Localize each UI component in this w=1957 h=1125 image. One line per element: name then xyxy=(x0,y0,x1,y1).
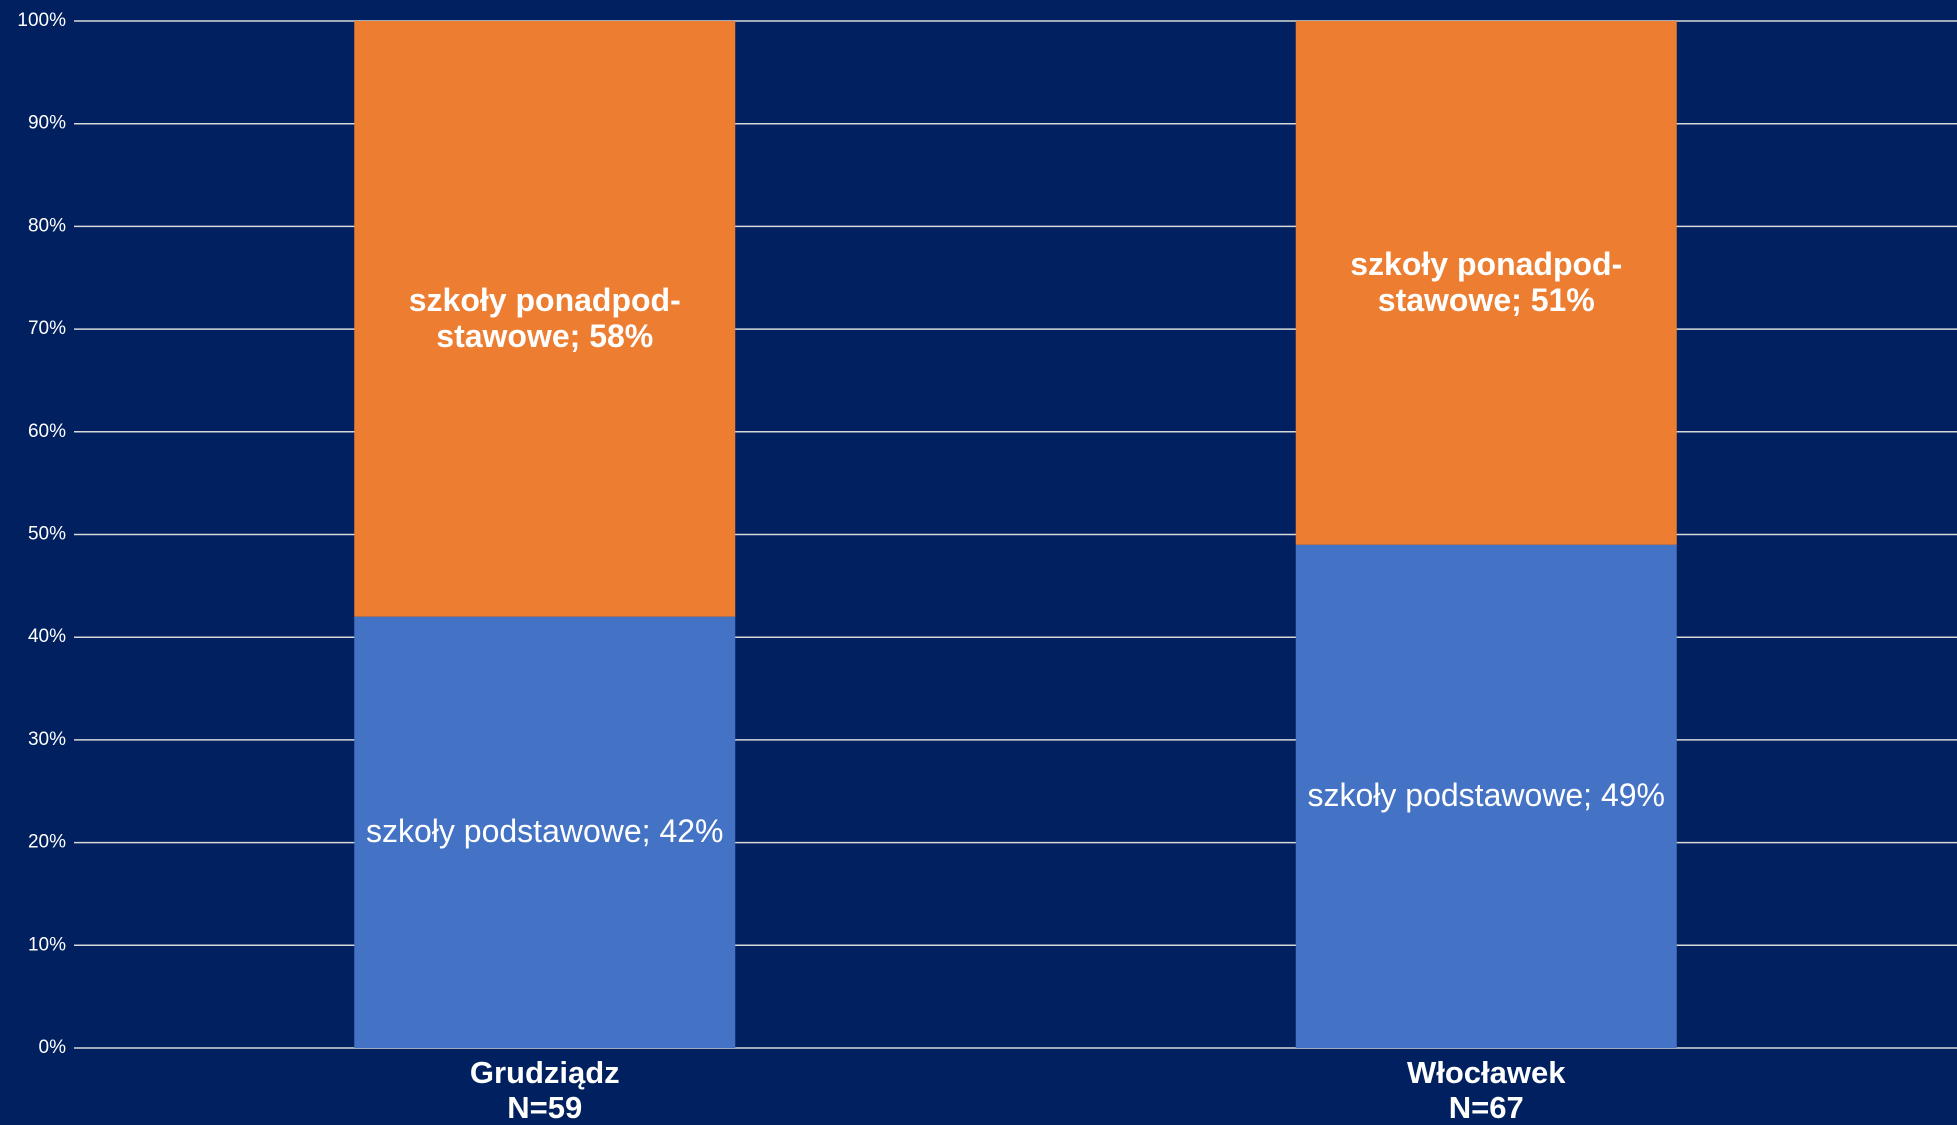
data-label: szkoły ponadpod- stawowe; 51% xyxy=(1350,246,1623,318)
y-tick-label: 40% xyxy=(28,626,66,647)
y-tick-label: 30% xyxy=(28,729,66,750)
bar-segment xyxy=(1295,21,1677,545)
data-label: szkoły podstawowe; 49% xyxy=(1307,777,1666,814)
bar-segment xyxy=(1295,544,1677,1048)
y-tick-label: 60% xyxy=(28,421,66,442)
data-label: szkoły ponadpod- stawowe; 58% xyxy=(408,282,681,354)
y-tick-label: 10% xyxy=(28,934,66,955)
y-tick-label: 0% xyxy=(39,1037,67,1058)
y-tick-label: 20% xyxy=(28,832,66,853)
y-tick-label: 100% xyxy=(17,10,66,31)
y-tick-label: 50% xyxy=(28,524,66,545)
bar-segment xyxy=(354,21,736,617)
y-tick-label: 70% xyxy=(28,318,66,339)
y-tick-label: 90% xyxy=(28,113,66,134)
x-tick-label: Włocławek N=67 xyxy=(1407,1055,1566,1125)
data-label: szkoły podstawowe; 42% xyxy=(365,813,724,850)
x-tick-label: Grudziądz N=59 xyxy=(469,1055,620,1125)
bar-segment xyxy=(354,616,736,1048)
y-tick-label: 80% xyxy=(28,215,66,236)
